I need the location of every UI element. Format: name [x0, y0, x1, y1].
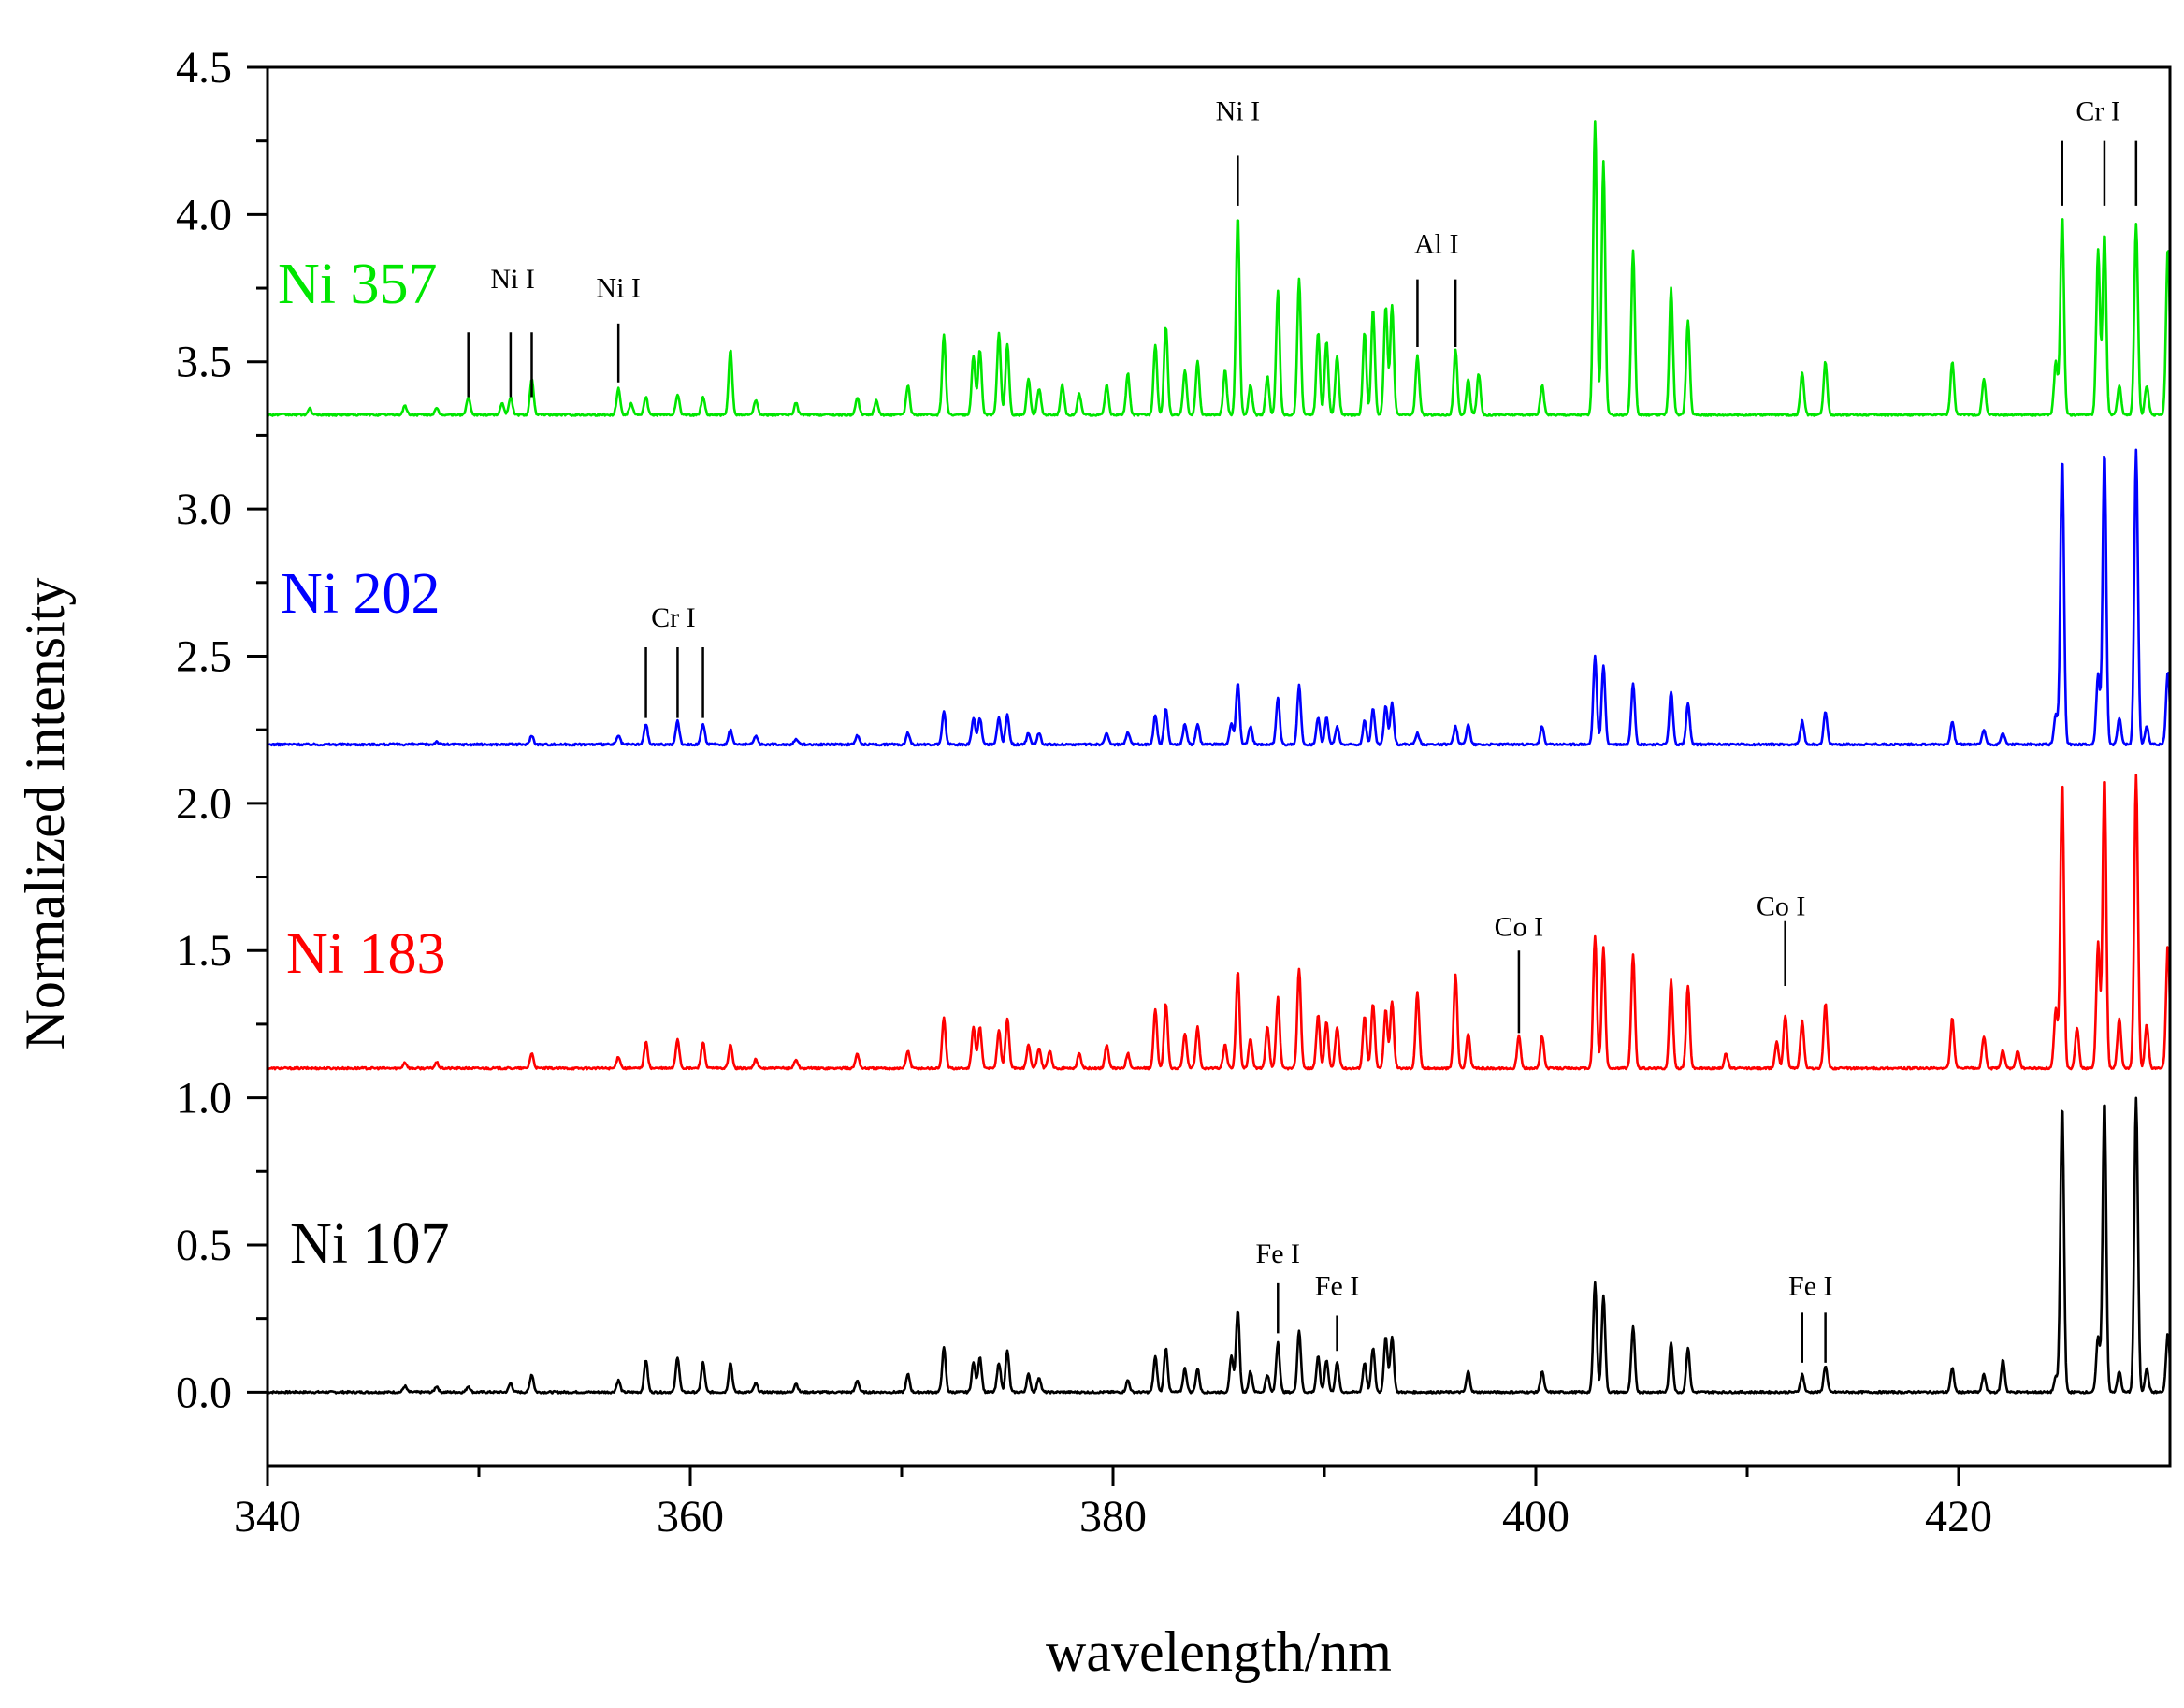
x-axis-title: wavelength/nm	[1046, 1621, 1392, 1683]
annotation-label: Ni I	[1216, 96, 1261, 127]
x-tick-label: 400	[1502, 1492, 1569, 1542]
series-line-ni-357	[267, 120, 2172, 417]
plot-frame	[266, 65, 2172, 1468]
y-tick-label: 0.0	[176, 1368, 232, 1417]
series-label-ni-183: Ni 183	[286, 922, 446, 986]
annotation-label: Al I	[1414, 228, 1459, 259]
series-label-ni-202: Ni 202	[281, 562, 441, 626]
y-tick-label: 1.0	[176, 1074, 232, 1123]
axes-layer	[266, 65, 2172, 1468]
y-tick-label: 1.5	[176, 926, 232, 976]
annotation-label: Ni I	[596, 272, 641, 303]
x-tick-label: 340	[234, 1492, 301, 1542]
annotation-label: Cr I	[2076, 96, 2120, 127]
annotation-label: Co I	[1495, 911, 1544, 942]
x-tick-label: 380	[1079, 1492, 1147, 1542]
series-line-ni-107	[267, 1096, 2172, 1395]
x-tick-label: 420	[1925, 1492, 1992, 1542]
annotation-label: Cr I	[651, 602, 696, 633]
ticks-layer: 340 360 380 400 420 0.0 0.5 1.0 1.5 2.0 2.5 3.0 3.5 4…	[176, 43, 1992, 1542]
annotation-label: Fe I	[1788, 1270, 1833, 1301]
annotation-label: Fe I	[1256, 1238, 1301, 1269]
y-tick-label: 0.5	[176, 1221, 232, 1270]
series-layer	[266, 120, 2172, 1395]
annotation-label: Co I	[1757, 890, 1806, 921]
series-label-ni-357: Ni 357	[278, 253, 438, 316]
annotation-layer: Ni I Ni I Ni I Al I Cr I Cr I Co I Co I Fe I Fe I…	[467, 96, 2138, 1363]
y-axis-title: Normalized intensity	[14, 578, 76, 1050]
y-tick-label: 4.5	[176, 43, 232, 93]
annotation-label: Ni I	[490, 264, 535, 295]
y-tick-label: 4.0	[176, 190, 232, 239]
series-line-ni-202	[267, 448, 2172, 747]
y-tick-label: 2.5	[176, 631, 232, 681]
x-tick-label: 360	[657, 1492, 724, 1542]
series-label-ni-107: Ni 107	[290, 1212, 450, 1276]
y-tick-label: 3.5	[176, 338, 232, 387]
annotation-label: Fe I	[1315, 1270, 1360, 1301]
y-tick-label: 3.0	[176, 485, 232, 534]
series-line-ni-183	[266, 774, 2172, 1071]
y-tick-label: 2.0	[176, 779, 232, 829]
